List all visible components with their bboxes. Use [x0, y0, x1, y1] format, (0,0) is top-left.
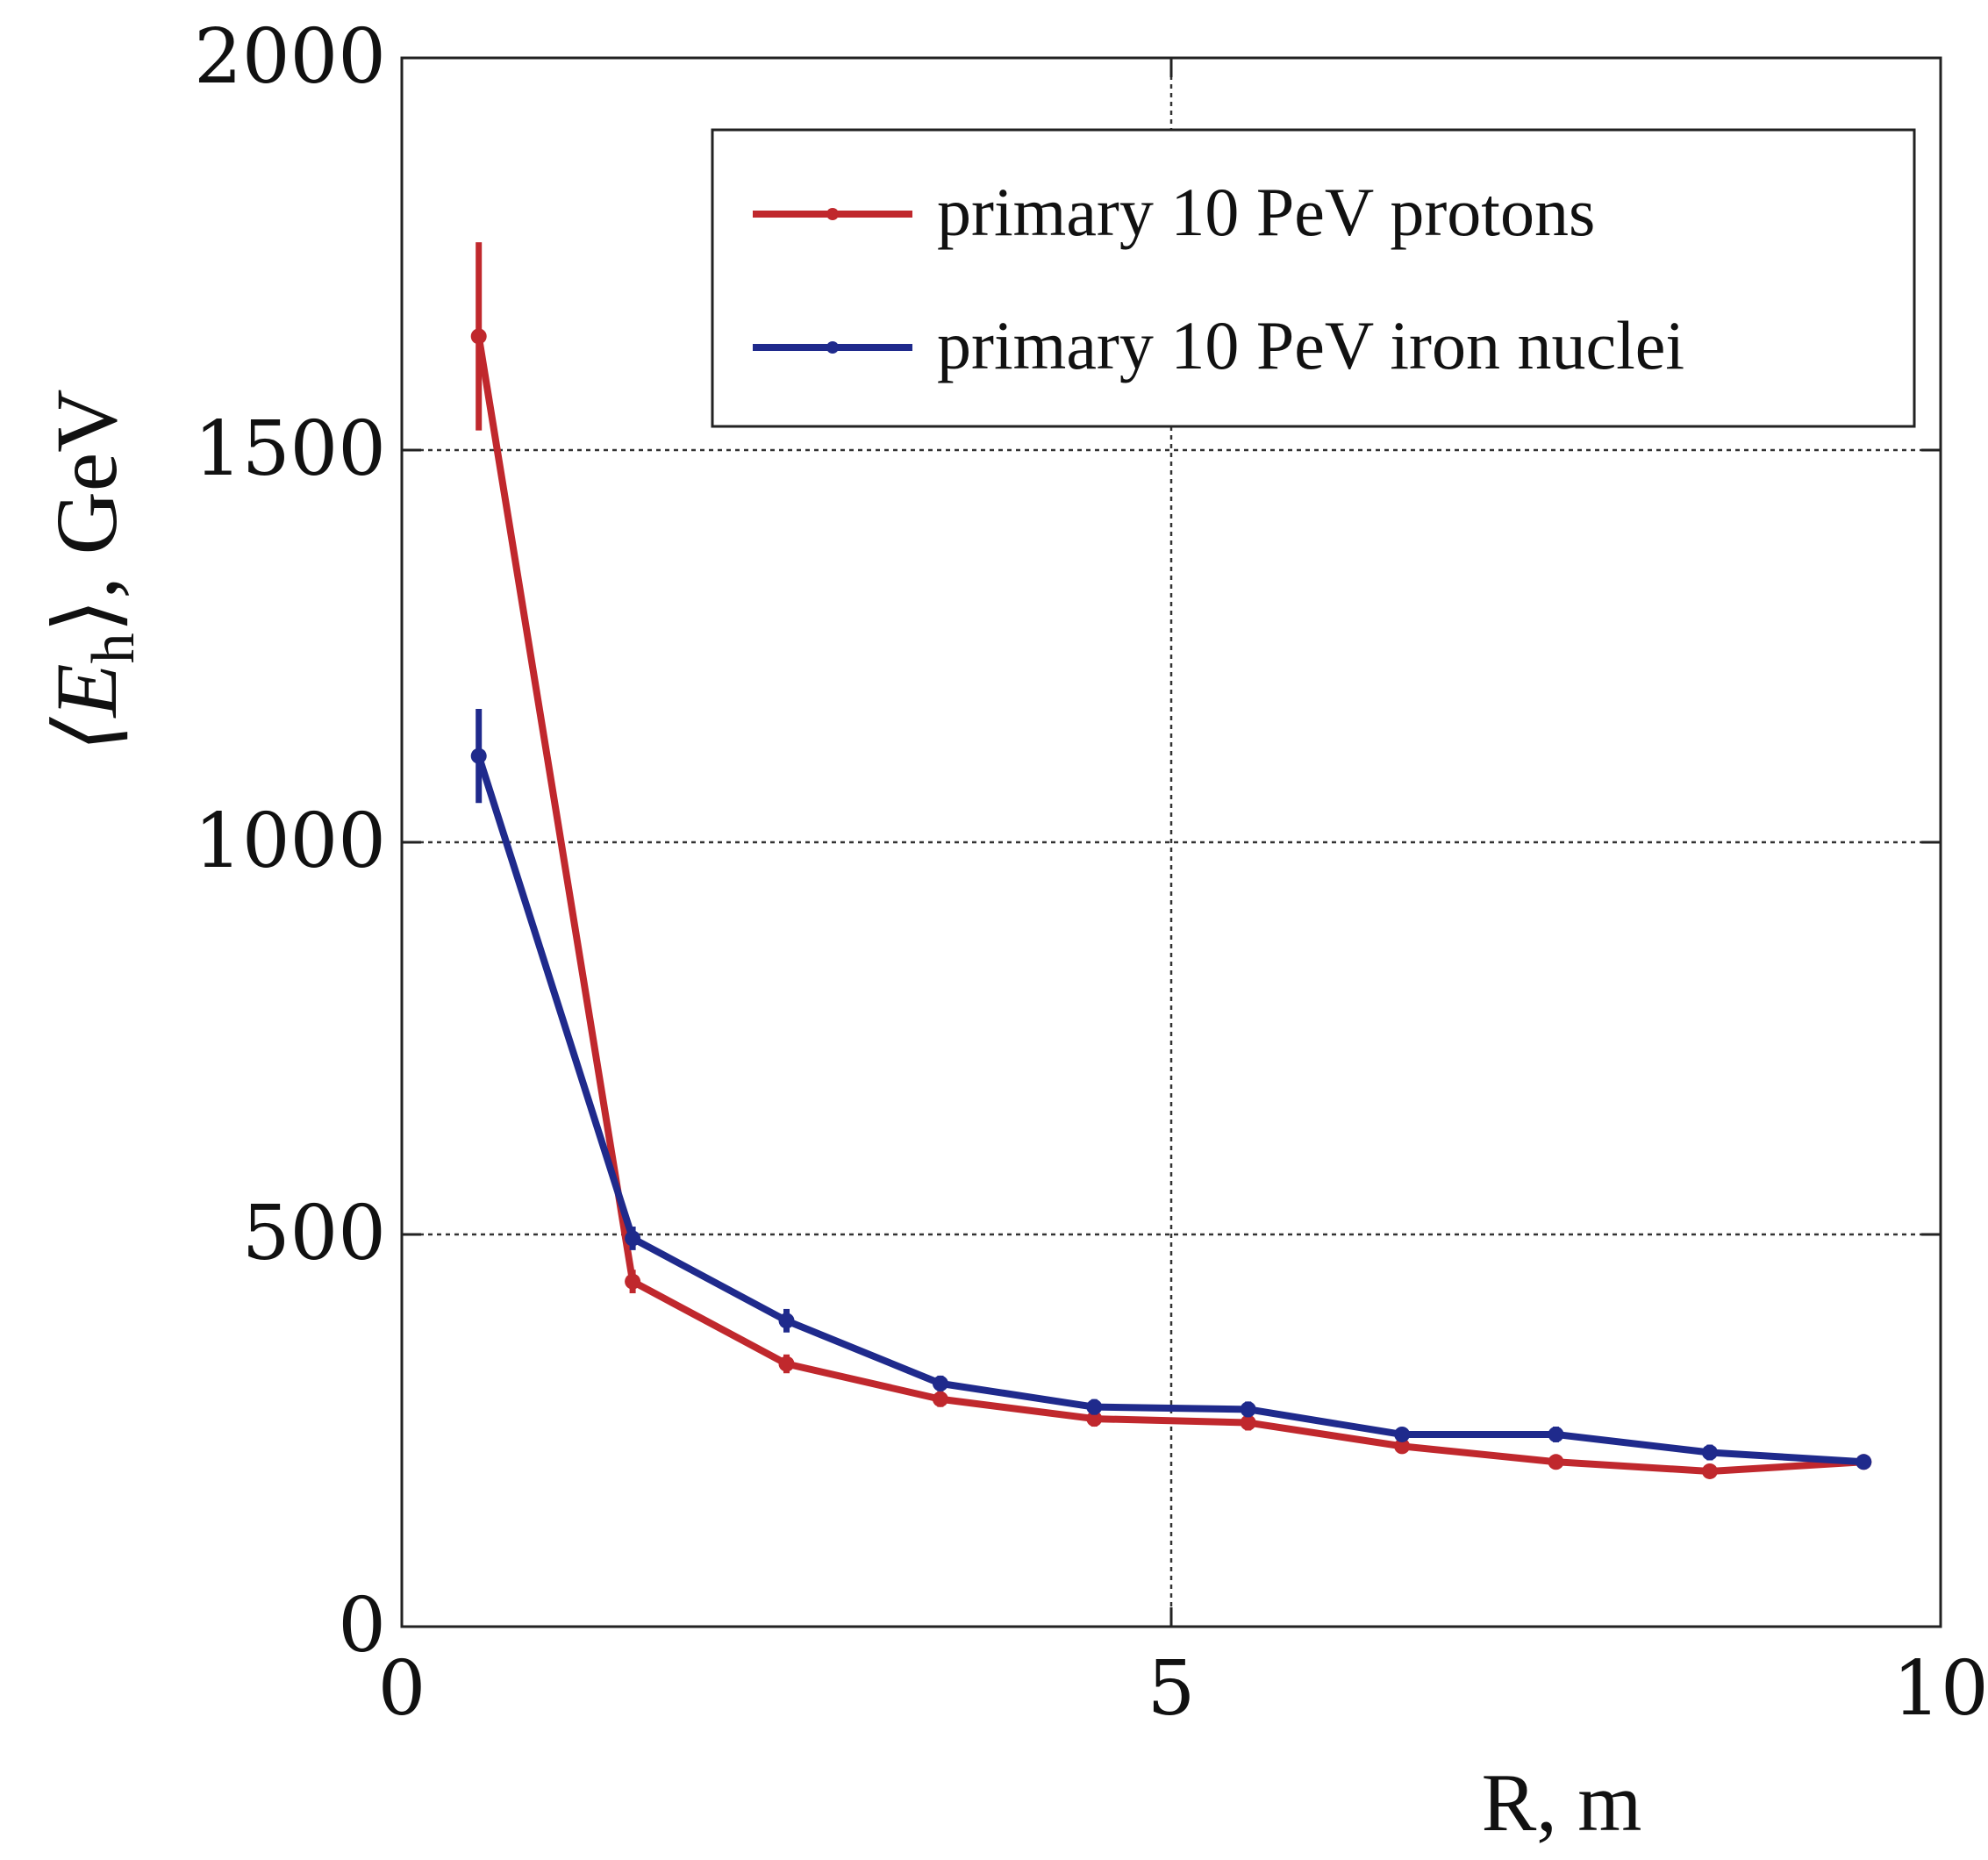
grid: [402, 58, 1941, 1627]
series-group: [470, 242, 1872, 1479]
data-point: [470, 328, 487, 345]
data-point: [625, 1273, 641, 1290]
legend-marker: [826, 341, 839, 354]
data-point: [625, 1230, 641, 1247]
legend-label: primary 10 PeV protons: [937, 174, 1595, 250]
x-tick-label: 10: [1892, 1645, 1988, 1733]
y-tick-label: 0: [338, 1582, 386, 1670]
legend-entry-1: primary 10 PeV protons: [753, 174, 1595, 250]
y-axis-title-unit: ⟩, GeV: [38, 390, 135, 633]
legend-entry-2: primary 10 PeV iron nuclei: [753, 307, 1684, 383]
series-line: [475, 333, 1868, 1475]
data-point: [932, 1391, 948, 1407]
x-tick-label: 5: [1148, 1645, 1196, 1733]
y-tick-label: 2000: [194, 13, 386, 101]
data-point: [470, 748, 487, 764]
data-point: [1086, 1411, 1103, 1427]
data-point: [1240, 1414, 1256, 1431]
data-point: [1086, 1399, 1103, 1415]
series-2: [470, 709, 1872, 1470]
y-tick-label: 500: [242, 1190, 386, 1277]
data-point: [1701, 1444, 1718, 1461]
data-point: [1394, 1438, 1411, 1455]
y-axis-title-subscript: h: [80, 633, 147, 663]
x-axis-title: R, m: [1482, 1757, 1642, 1849]
y-axis-title-main: ⟨E: [38, 663, 135, 751]
y-tick-label: 1500: [194, 405, 386, 493]
data-point: [1240, 1401, 1256, 1418]
legend-box: [711, 128, 1916, 428]
data-point: [1548, 1426, 1564, 1442]
data-point: [1394, 1426, 1411, 1442]
legend-entries: primary 10 PeV protons primary 10 PeV iro…: [753, 174, 1684, 383]
data-point: [1856, 1454, 1872, 1470]
series-line: [475, 752, 1868, 1466]
data-point: [1701, 1463, 1718, 1479]
axis-ticks: 0 500 1000 1500 2000 0 5 10: [194, 13, 1988, 1733]
y-axis-title: ⟨Eh⟩, GeV: [38, 390, 147, 752]
data-point: [1548, 1454, 1564, 1470]
legend-marker: [826, 208, 839, 220]
legend: primary 10 PeV protons primary 10 PeV iro…: [711, 128, 1916, 428]
data-point: [778, 1356, 795, 1372]
y-tick-label: 1000: [194, 798, 386, 885]
legend-label: primary 10 PeV iron nuclei: [937, 307, 1684, 383]
x-tick-label: 0: [378, 1645, 426, 1733]
data-point: [778, 1313, 795, 1329]
data-point: [932, 1375, 948, 1391]
